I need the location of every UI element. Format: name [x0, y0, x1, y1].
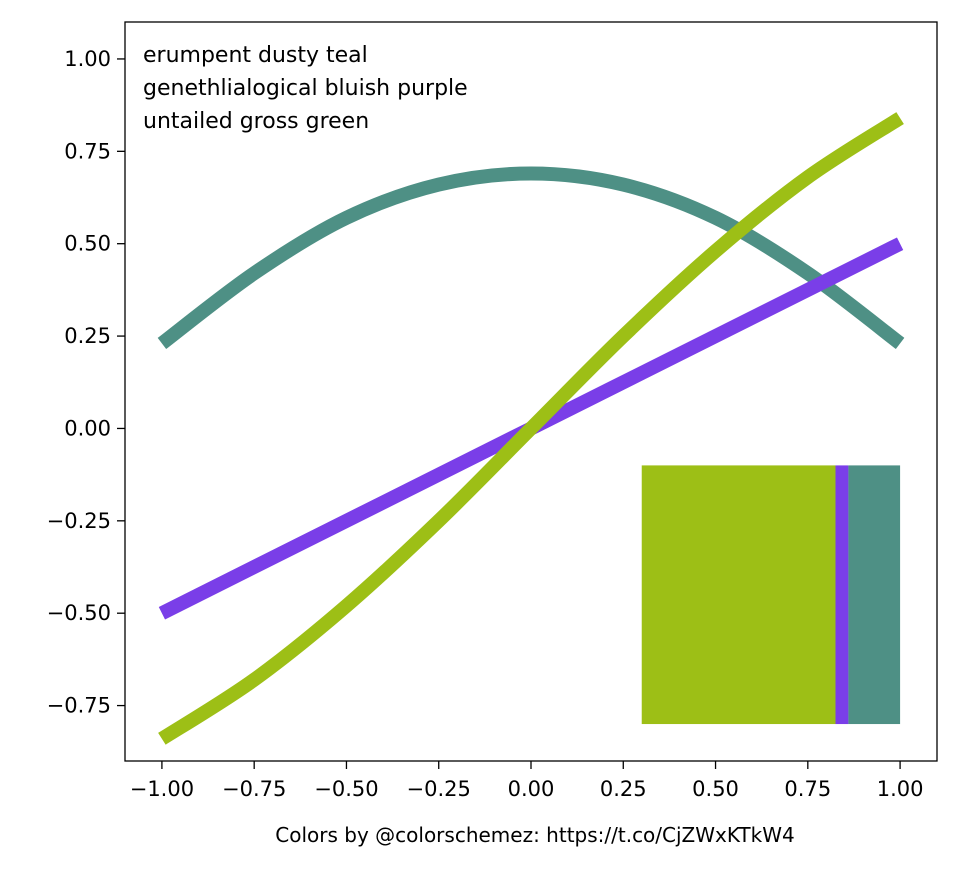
series-lines — [157, 112, 905, 745]
x-tick-label: 0.75 — [784, 777, 831, 801]
x-tick-label: 0.50 — [692, 777, 739, 801]
legend-entry-teal: erumpent dusty teal — [143, 43, 368, 68]
legend-entry-purple: genethlialogical bluish purple — [143, 76, 468, 101]
legend-entry-green: untailed gross green — [143, 109, 369, 134]
x-tick-label: 0.25 — [600, 777, 647, 801]
x-tick-label: 1.00 — [877, 777, 924, 801]
y-axis: −0.75 −0.50 −0.25 0.00 0.25 0.50 0.75 1.00 — [47, 47, 125, 718]
legend: erumpent dusty teal genethlialogical blu… — [143, 43, 468, 134]
swatch-segment-0 — [641, 465, 836, 725]
swatch-segment-1 — [835, 465, 849, 725]
y-tick-label: 0.25 — [64, 324, 111, 348]
y-tick-label: −0.25 — [47, 509, 111, 533]
y-tick-label: 0.50 — [64, 232, 111, 256]
x-tick-label: −1.00 — [130, 777, 194, 801]
color-swatch — [641, 465, 901, 725]
y-tick-label: 0.75 — [64, 139, 111, 163]
x-axis: −1.00 −0.75 −0.50 −0.25 0.00 0.25 0.50 0.75 1.00 — [130, 761, 924, 801]
green-line — [158, 112, 904, 745]
teal-line — [157, 166, 905, 350]
x-tick-label: −0.25 — [407, 777, 471, 801]
y-tick-label: −0.75 — [47, 694, 111, 718]
swatch-segment-2 — [848, 465, 901, 725]
x-tick-label: 0.00 — [508, 777, 555, 801]
x-tick-label: −0.50 — [314, 777, 378, 801]
x-axis-label: Colors by @colorschemez: https://t.co/Cj… — [275, 823, 794, 847]
y-tick-label: 1.00 — [64, 47, 111, 71]
y-tick-label: −0.50 — [47, 601, 111, 625]
y-tick-label: 0.00 — [64, 416, 111, 440]
x-tick-label: −0.75 — [222, 777, 286, 801]
